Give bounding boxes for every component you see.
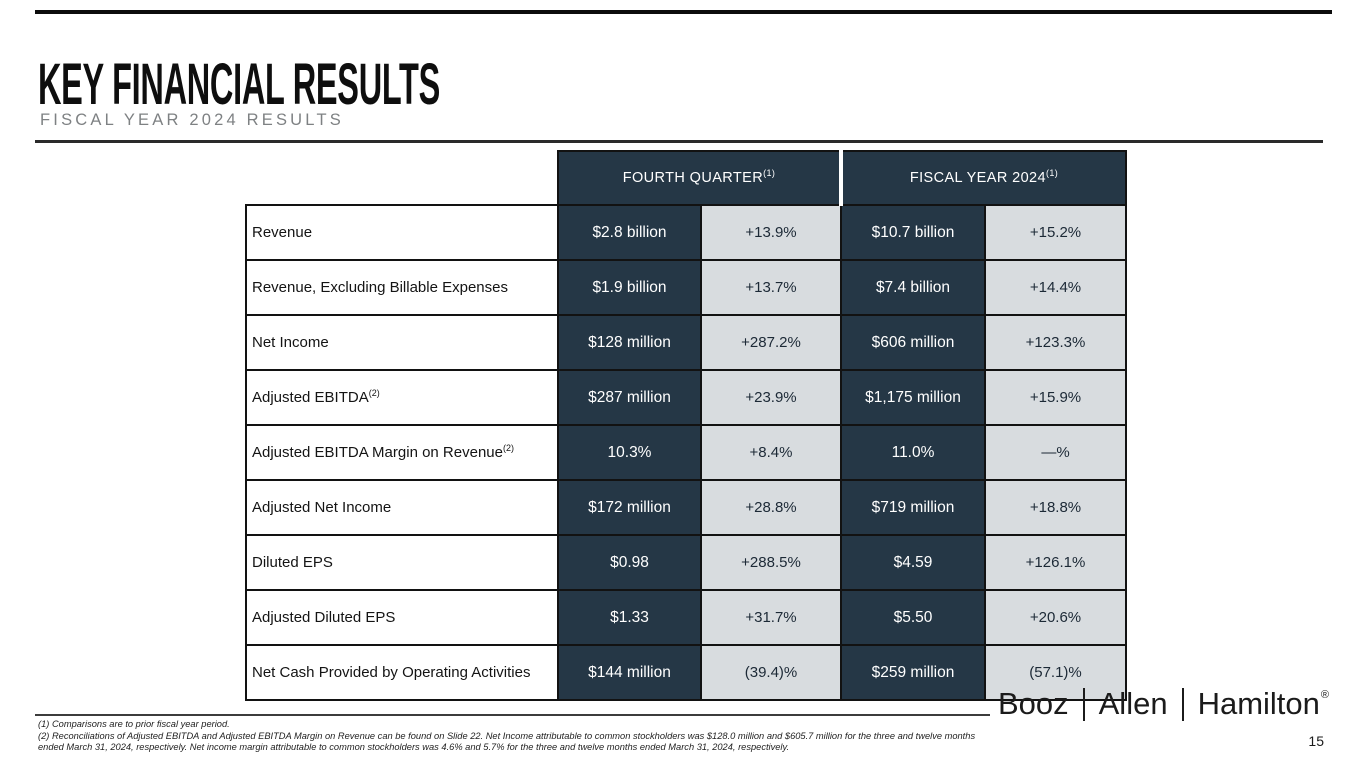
logo-word-hamilton: Hamilton [1197,686,1320,721]
metric-label-cell: Adjusted EBITDA(2) [245,369,559,426]
table-row: Adjusted Net Income $172 million +28.8% … [245,479,1127,536]
table-row: Diluted EPS $0.98 +288.5% $4.59 +126.1% [245,534,1127,591]
metric-label-cell: Revenue [245,204,559,261]
q4-change-cell: +13.7% [700,259,842,316]
metric-label: Net Income [252,334,329,351]
metric-label-cell: Diluted EPS [245,534,559,591]
metric-label: Diluted EPS [252,554,333,571]
fy-change-cell: (57.1)% [984,644,1127,701]
metric-label-cell: Adjusted EBITDA Margin on Revenue(2) [245,424,559,481]
q4-change-cell: +28.8% [700,479,842,536]
q4-change-cell: +287.2% [700,314,842,371]
q4-value-cell: $1.9 billion [557,259,702,316]
footnote-ref: (1) [1045,168,1059,179]
fy-value-cell: 11.0% [840,424,986,481]
top-accent-bar [35,10,1332,14]
footnote-ref: (2) [502,443,514,453]
metric-label: Revenue [252,224,313,241]
fy-value-cell: $7.4 billion [840,259,986,316]
table-row: Adjusted EBITDA Margin on Revenue(2) 10.… [245,424,1127,481]
fy-value-cell: $719 million [840,479,986,536]
table-row: Adjusted Diluted EPS $1.33 +31.7% $5.50 … [245,589,1127,646]
fy-value-cell: $4.59 [840,534,986,591]
q4-change-cell: +288.5% [700,534,842,591]
footnote-1: (1) Comparisons are to prior fiscal year… [38,719,230,729]
q4-change-cell: +31.7% [700,589,842,646]
registered-trademark-icon: ® [1320,689,1329,701]
metric-label: Adjusted EBITDA Margin on Revenue [252,444,503,461]
q4-value-cell: $2.8 billion [557,204,702,261]
footnote-ref: (1) [763,168,776,179]
table-header: FOURTH QUARTER(1) FISCAL YEAR 2024(1) [246,150,1127,206]
header-spacer [246,151,558,205]
logo-divider [1082,687,1085,721]
logo-word-booz: Booz [997,686,1069,721]
page-title: KEY FINANCIAL RESULTS [38,52,440,117]
metric-label-cell: Net Cash Provided by Operating Activitie… [245,644,559,701]
fy-change-cell: +15.2% [984,204,1127,261]
fy-change-cell: +123.3% [984,314,1127,371]
column-header-label: FISCAL YEAR 2024 [909,170,1046,186]
metric-label: Adjusted Net Income [252,499,392,516]
column-header-fourth-quarter: FOURTH QUARTER(1) [557,150,842,206]
metric-label: Net Cash Provided by Operating Activitie… [252,664,531,681]
fy-change-cell: +18.8% [984,479,1127,536]
q4-change-cell: (39.4)% [700,644,842,701]
fy-value-cell: $5.50 [840,589,986,646]
title-divider [35,140,1323,143]
metric-label: Revenue, Excluding Billable Expenses [252,279,508,296]
q4-value-cell: $0.98 [557,534,702,591]
logo-word-allen: Allen [1098,686,1168,721]
q4-value-cell: $172 million [557,479,702,536]
table-row: Revenue, Excluding Billable Expenses $1.… [245,259,1127,316]
q4-change-cell: +13.9% [700,204,842,261]
footnote-2: (2) Reconciliations of Adjusted EBITDA a… [38,730,976,752]
q4-value-cell: $144 million [557,644,702,701]
financial-results-table: FOURTH QUARTER(1) FISCAL YEAR 2024(1) Re… [245,150,1127,701]
footnotes: (1) Comparisons are to prior fiscal year… [38,719,986,753]
column-header-fiscal-year: FISCAL YEAR 2024(1) [839,150,1127,206]
table-row: Adjusted EBITDA(2) $287 million +23.9% $… [245,369,1127,426]
metric-label-cell: Net Income [245,314,559,371]
q4-value-cell: 10.3% [557,424,702,481]
fy-value-cell: $606 million [840,314,986,371]
metric-label: Adjusted EBITDA [252,389,369,406]
fy-change-cell: —% [984,424,1127,481]
fy-change-cell: +14.4% [984,259,1127,316]
footnote-divider [35,714,990,716]
metric-label: Adjusted Diluted EPS [252,609,396,626]
column-header-label: FOURTH QUARTER [622,170,764,186]
q4-change-cell: +23.9% [700,369,842,426]
fy-value-cell: $10.7 billion [840,204,986,261]
page-number: 15 [1308,733,1324,749]
logo-divider [1181,687,1184,721]
fy-change-cell: +126.1% [984,534,1127,591]
fy-value-cell: $1,175 million [840,369,986,426]
q4-change-cell: +8.4% [700,424,842,481]
footnote-ref: (2) [368,388,380,398]
q4-value-cell: $287 million [557,369,702,426]
table-body: Revenue $2.8 billion +13.9% $10.7 billio… [245,204,1127,701]
metric-label-cell: Adjusted Net Income [245,479,559,536]
table-row: Revenue $2.8 billion +13.9% $10.7 billio… [245,204,1127,261]
table-row: Net Cash Provided by Operating Activitie… [245,644,1127,701]
page-subtitle: FISCAL YEAR 2024 RESULTS [40,111,344,129]
q4-value-cell: $1.33 [557,589,702,646]
q4-value-cell: $128 million [557,314,702,371]
table-row: Net Income $128 million +287.2% $606 mil… [245,314,1127,371]
fy-value-cell: $259 million [840,644,986,701]
fy-change-cell: +15.9% [984,369,1127,426]
booz-allen-hamilton-logo: Booz Allen Hamilton ® [998,686,1329,722]
metric-label-cell: Adjusted Diluted EPS [245,589,559,646]
fy-change-cell: +20.6% [984,589,1127,646]
metric-label-cell: Revenue, Excluding Billable Expenses [245,259,559,316]
